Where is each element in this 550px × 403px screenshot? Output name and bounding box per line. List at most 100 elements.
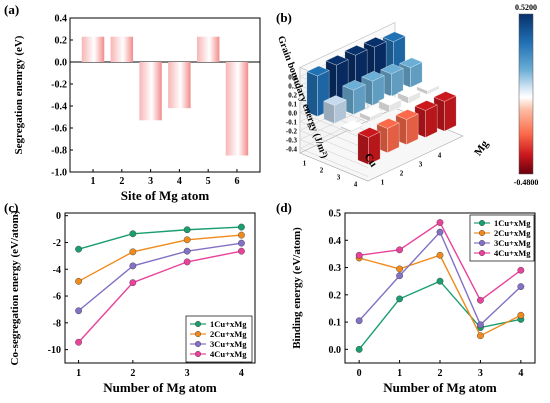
- y-tick-label: 0: [56, 211, 61, 222]
- y-tick-label: 0.0: [55, 58, 68, 69]
- bar3d-r2-c1: [323, 95, 347, 124]
- colorbar-min-label: -0.4800: [514, 178, 539, 187]
- data-point: [129, 248, 137, 256]
- series-line: [78, 234, 242, 282]
- legend-label: 4Cu+xMg: [210, 349, 247, 359]
- data-point: [75, 338, 82, 346]
- x-tick-label: 5: [206, 176, 211, 187]
- data-point: [183, 247, 191, 255]
- bar-site-6: [225, 62, 249, 156]
- bar3d-r3-c3: [378, 95, 402, 113]
- series-2Cu+xMg: [75, 231, 245, 285]
- x-tick-label: 2: [119, 176, 124, 187]
- series-line: [78, 250, 242, 343]
- x-tick-label: 1: [397, 368, 402, 379]
- data-point: [436, 219, 444, 226]
- bar3d-r3-c4: [397, 87, 421, 104]
- data-point: [517, 266, 525, 274]
- series-3Cu+xMg: [75, 239, 245, 315]
- y-axis-label-d: Binding energy (eV/atom): [291, 227, 303, 349]
- data-point: [238, 231, 245, 239]
- series-4Cu+xMg: [75, 247, 245, 346]
- panel-b-3d-bar-chart: 0.40.30.20.10.0-0.1-0.2-0.3-0.4 1 2 3 4 1 2 3…: [275, 3, 538, 189]
- legend-marker: [194, 341, 201, 348]
- data-point: [129, 262, 137, 270]
- y-tick-label: 0.0: [329, 345, 342, 356]
- mg-axis-label-b: Mg: [472, 138, 491, 158]
- data-point: [355, 251, 363, 259]
- plot-frame-a: [69, 17, 261, 173]
- legend-marker: [479, 219, 486, 226]
- mg-tick-label: 3: [419, 161, 423, 169]
- cu-tick-label: 3: [337, 174, 341, 182]
- legend-marker: [194, 331, 201, 338]
- data-point: [355, 345, 363, 353]
- y-tick-label: -8: [53, 318, 61, 329]
- y-tick-label: -10: [48, 345, 61, 356]
- y-tick-label: -2: [53, 238, 61, 249]
- series-1Cu+xMg: [75, 223, 245, 253]
- x-axis-label-c: Number of Mg atom: [103, 380, 217, 395]
- x-tick-label: 6: [234, 176, 239, 187]
- legend-label: 4Cu+xMg: [494, 248, 531, 258]
- y-tick-label: -0.2: [51, 80, 67, 91]
- data-point: [183, 258, 191, 266]
- bar3d-r2-c2: [342, 80, 366, 115]
- panel-label-b: (b): [276, 10, 292, 25]
- y-tick-label: 0.2: [55, 36, 68, 47]
- x-axis-label-a: Site of Mg atom: [121, 188, 210, 203]
- bar3d-r3-c1: [340, 120, 364, 133]
- legend-label: 1Cu+xMg: [494, 218, 531, 228]
- cu-tick-label: 1: [303, 160, 307, 168]
- data-point: [396, 246, 403, 254]
- y-tick-label: -0.6: [51, 124, 67, 135]
- data-point: [129, 279, 137, 287]
- data-point: [477, 321, 484, 329]
- x-tick-label: 3: [148, 176, 153, 187]
- x-tick-label: 2: [130, 368, 135, 379]
- legend-label: 3Cu+xMg: [494, 238, 531, 248]
- y-tick-label: 0.1: [329, 318, 342, 329]
- x-tick-label: 2: [438, 368, 443, 379]
- panel-label-a: (a): [4, 2, 19, 17]
- x-tick-label: 0: [357, 368, 362, 379]
- y-tick-label: -6: [53, 292, 61, 303]
- x-tick-label: 4: [518, 368, 523, 379]
- legend-marker: [479, 249, 486, 256]
- x-axis-label-d: Number of Mg atom: [383, 380, 497, 395]
- colorbar: [518, 13, 534, 175]
- legend-marker: [479, 239, 486, 246]
- x-tick-label: 3: [478, 368, 483, 379]
- mg-tick-label: 4: [438, 152, 442, 160]
- data-point: [436, 228, 444, 236]
- series-4Cu+xMg: [355, 219, 525, 304]
- y-tick-label: -1.0: [51, 168, 67, 179]
- x-tick-label: 1: [76, 368, 81, 379]
- x-tick-label: 1: [91, 176, 96, 187]
- data-point: [238, 247, 245, 255]
- mg-tick-label: 1: [381, 179, 385, 187]
- data-point: [436, 277, 444, 285]
- data-point: [75, 277, 82, 285]
- legend-label: 2Cu+xMg: [494, 228, 531, 238]
- z-tick-label: -0.2: [286, 128, 298, 136]
- bar3d-r3-c2: [359, 106, 383, 122]
- x-tick-label: 4: [177, 176, 182, 187]
- z-tick-label: 0.1: [288, 101, 297, 109]
- legend-label: 3Cu+xMg: [210, 339, 247, 349]
- data-point: [75, 307, 82, 315]
- data-point: [183, 226, 191, 234]
- data-point: [355, 317, 363, 325]
- bar3d-r3-c5: [416, 80, 440, 95]
- y-tick-label: -0.4: [51, 102, 67, 113]
- z-tick-label: 0.3: [288, 83, 297, 91]
- data-point: [129, 230, 137, 238]
- bar-site-1: [81, 36, 105, 62]
- bar-site-4: [168, 62, 191, 109]
- series-line: [78, 226, 242, 250]
- data-point: [517, 311, 525, 319]
- z-tick-label: 0.0: [288, 110, 297, 118]
- y-tick-label: 0.5: [329, 209, 342, 220]
- y-tick-label: 0.4: [329, 236, 342, 247]
